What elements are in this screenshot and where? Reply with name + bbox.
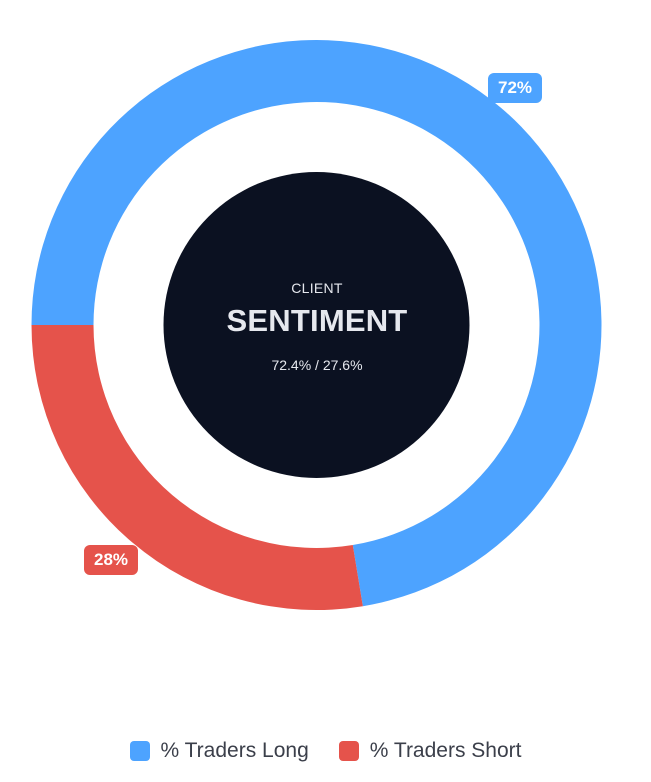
center-ratio: 72.4% / 27.6%	[271, 357, 363, 373]
legend-swatch-short	[338, 741, 359, 761]
legend-item-long[interactable]: % Traders Long	[129, 739, 309, 763]
legend-label-long: % Traders Long	[160, 739, 309, 762]
legend: % Traders Long % Traders Short	[0, 739, 651, 763]
slice-label-short: 28%	[84, 545, 139, 575]
slice-label-long: 72%	[488, 73, 543, 103]
slice-short[interactable]	[31, 325, 363, 610]
center-title: SENTIMENT	[226, 303, 408, 338]
center-kicker: CLIENT	[291, 280, 343, 296]
legend-swatch-long	[129, 741, 150, 761]
legend-item-short[interactable]: % Traders Short	[338, 739, 522, 763]
legend-label-short: % Traders Short	[369, 739, 522, 762]
donut-chart	[31, 40, 602, 610]
center-disc	[163, 172, 470, 478]
donut-slices	[31, 40, 602, 610]
